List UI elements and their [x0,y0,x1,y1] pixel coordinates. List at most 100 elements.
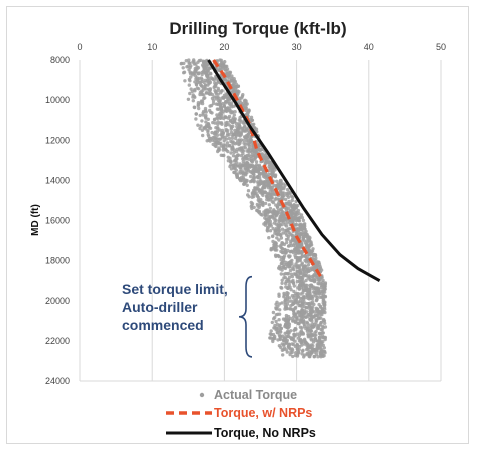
actual-torque-point [285,277,290,281]
actual-torque-point [263,186,267,190]
actual-torque-point [295,259,299,264]
actual-torque-point [278,337,282,342]
actual-torque-point [320,291,324,296]
actual-torque-point [258,164,262,169]
actual-torque-point [280,241,284,245]
actual-torque-point [226,155,230,159]
actual-torque-point [194,117,198,121]
actual-torque-point [295,264,299,268]
actual-torque-point [276,304,280,308]
actual-torque-point [305,242,309,246]
actual-torque-point [268,206,273,211]
actual-torque-point [270,199,274,204]
actual-torque-point [280,278,284,282]
actual-torque-point [233,142,238,146]
actual-torque-point [211,142,215,147]
actual-torque-point [231,83,235,87]
actual-torque-point [283,231,288,235]
actual-torque-point [225,144,230,148]
actual-torque-point [193,69,197,73]
actual-torque-point [284,218,289,222]
actual-torque-point [287,307,292,311]
actual-torque-point [226,116,231,120]
actual-torque-point [249,204,253,209]
actual-torque-point [323,295,328,299]
actual-torque-point [319,344,323,349]
actual-torque-point [287,283,291,287]
actual-torque-point [295,275,299,279]
actual-torque-point [318,309,322,314]
actual-torque-point [267,236,271,240]
actual-torque-point [289,299,294,303]
actual-torque-point [253,126,257,130]
actual-torque-point [256,195,261,200]
actual-torque-point [281,256,286,260]
actual-torque-point [216,116,220,121]
actual-torque-point [233,110,237,114]
actual-torque-point [311,344,315,348]
actual-torque-point [234,168,238,172]
actual-torque-point [323,325,328,329]
y-tick-label: 16000 [45,216,70,226]
y-tick-label: 12000 [45,135,70,145]
actual-torque-point [305,321,310,326]
actual-torque-point [209,76,213,80]
actual-torque-point [288,296,292,300]
actual-torque-point [275,307,279,311]
actual-torque-point [256,176,260,180]
actual-torque-point [279,334,283,338]
actual-torque-point [220,114,224,118]
actual-torque-point [304,271,309,275]
actual-torque-point [276,331,280,335]
actual-torque-point [313,278,317,282]
actual-torque-point [302,324,307,329]
actual-torque-point [269,329,273,333]
actual-torque-point [306,239,310,244]
actual-torque-point [253,154,257,158]
actual-torque-point [307,248,311,252]
actual-torque-point [272,221,277,225]
actual-torque-point [253,188,257,192]
actual-torque-point [200,84,204,88]
actual-torque-point [266,218,271,222]
actual-torque-point [258,201,263,206]
actual-torque-point [212,95,216,99]
actual-torque-point [300,352,304,356]
actual-torque-point [202,66,207,70]
actual-torque-point [286,195,291,199]
actual-torque-point [203,78,207,83]
actual-torque-point [304,278,308,283]
actual-torque-point [296,310,301,314]
actual-torque-point [275,236,279,240]
actual-torque-point [200,92,204,97]
actual-torque-point [283,228,287,233]
actual-torque-point [279,272,283,276]
actual-torque-point [318,331,323,336]
actual-torque-point [204,127,208,131]
actual-torque-point [204,108,208,113]
actual-torque-point [306,343,310,348]
actual-torque-point [274,328,278,332]
actual-torque-point [194,82,199,86]
actual-torque-point [260,189,265,194]
x-tick-label: 30 [292,42,302,52]
actual-torque-point [234,154,238,159]
actual-torque-point [298,259,302,263]
actual-torque-point [315,323,319,327]
actual-torque-point [183,79,187,83]
actual-torque-point [288,220,292,224]
actual-torque-point [319,320,324,325]
actual-torque-point [282,337,286,341]
actual-torque-point [234,157,239,161]
actual-torque-point [265,155,269,159]
actual-torque-point [269,248,273,252]
actual-torque-point [201,88,205,93]
actual-torque-point [309,312,313,316]
legend: Actual Torque Torque, w/ NRPs Torque, No N… [166,388,316,440]
actual-torque-point [294,211,298,215]
actual-torque-point [315,344,320,348]
actual-torque-point [284,316,289,320]
actual-torque-point [316,265,320,269]
actual-torque-point [198,126,202,131]
